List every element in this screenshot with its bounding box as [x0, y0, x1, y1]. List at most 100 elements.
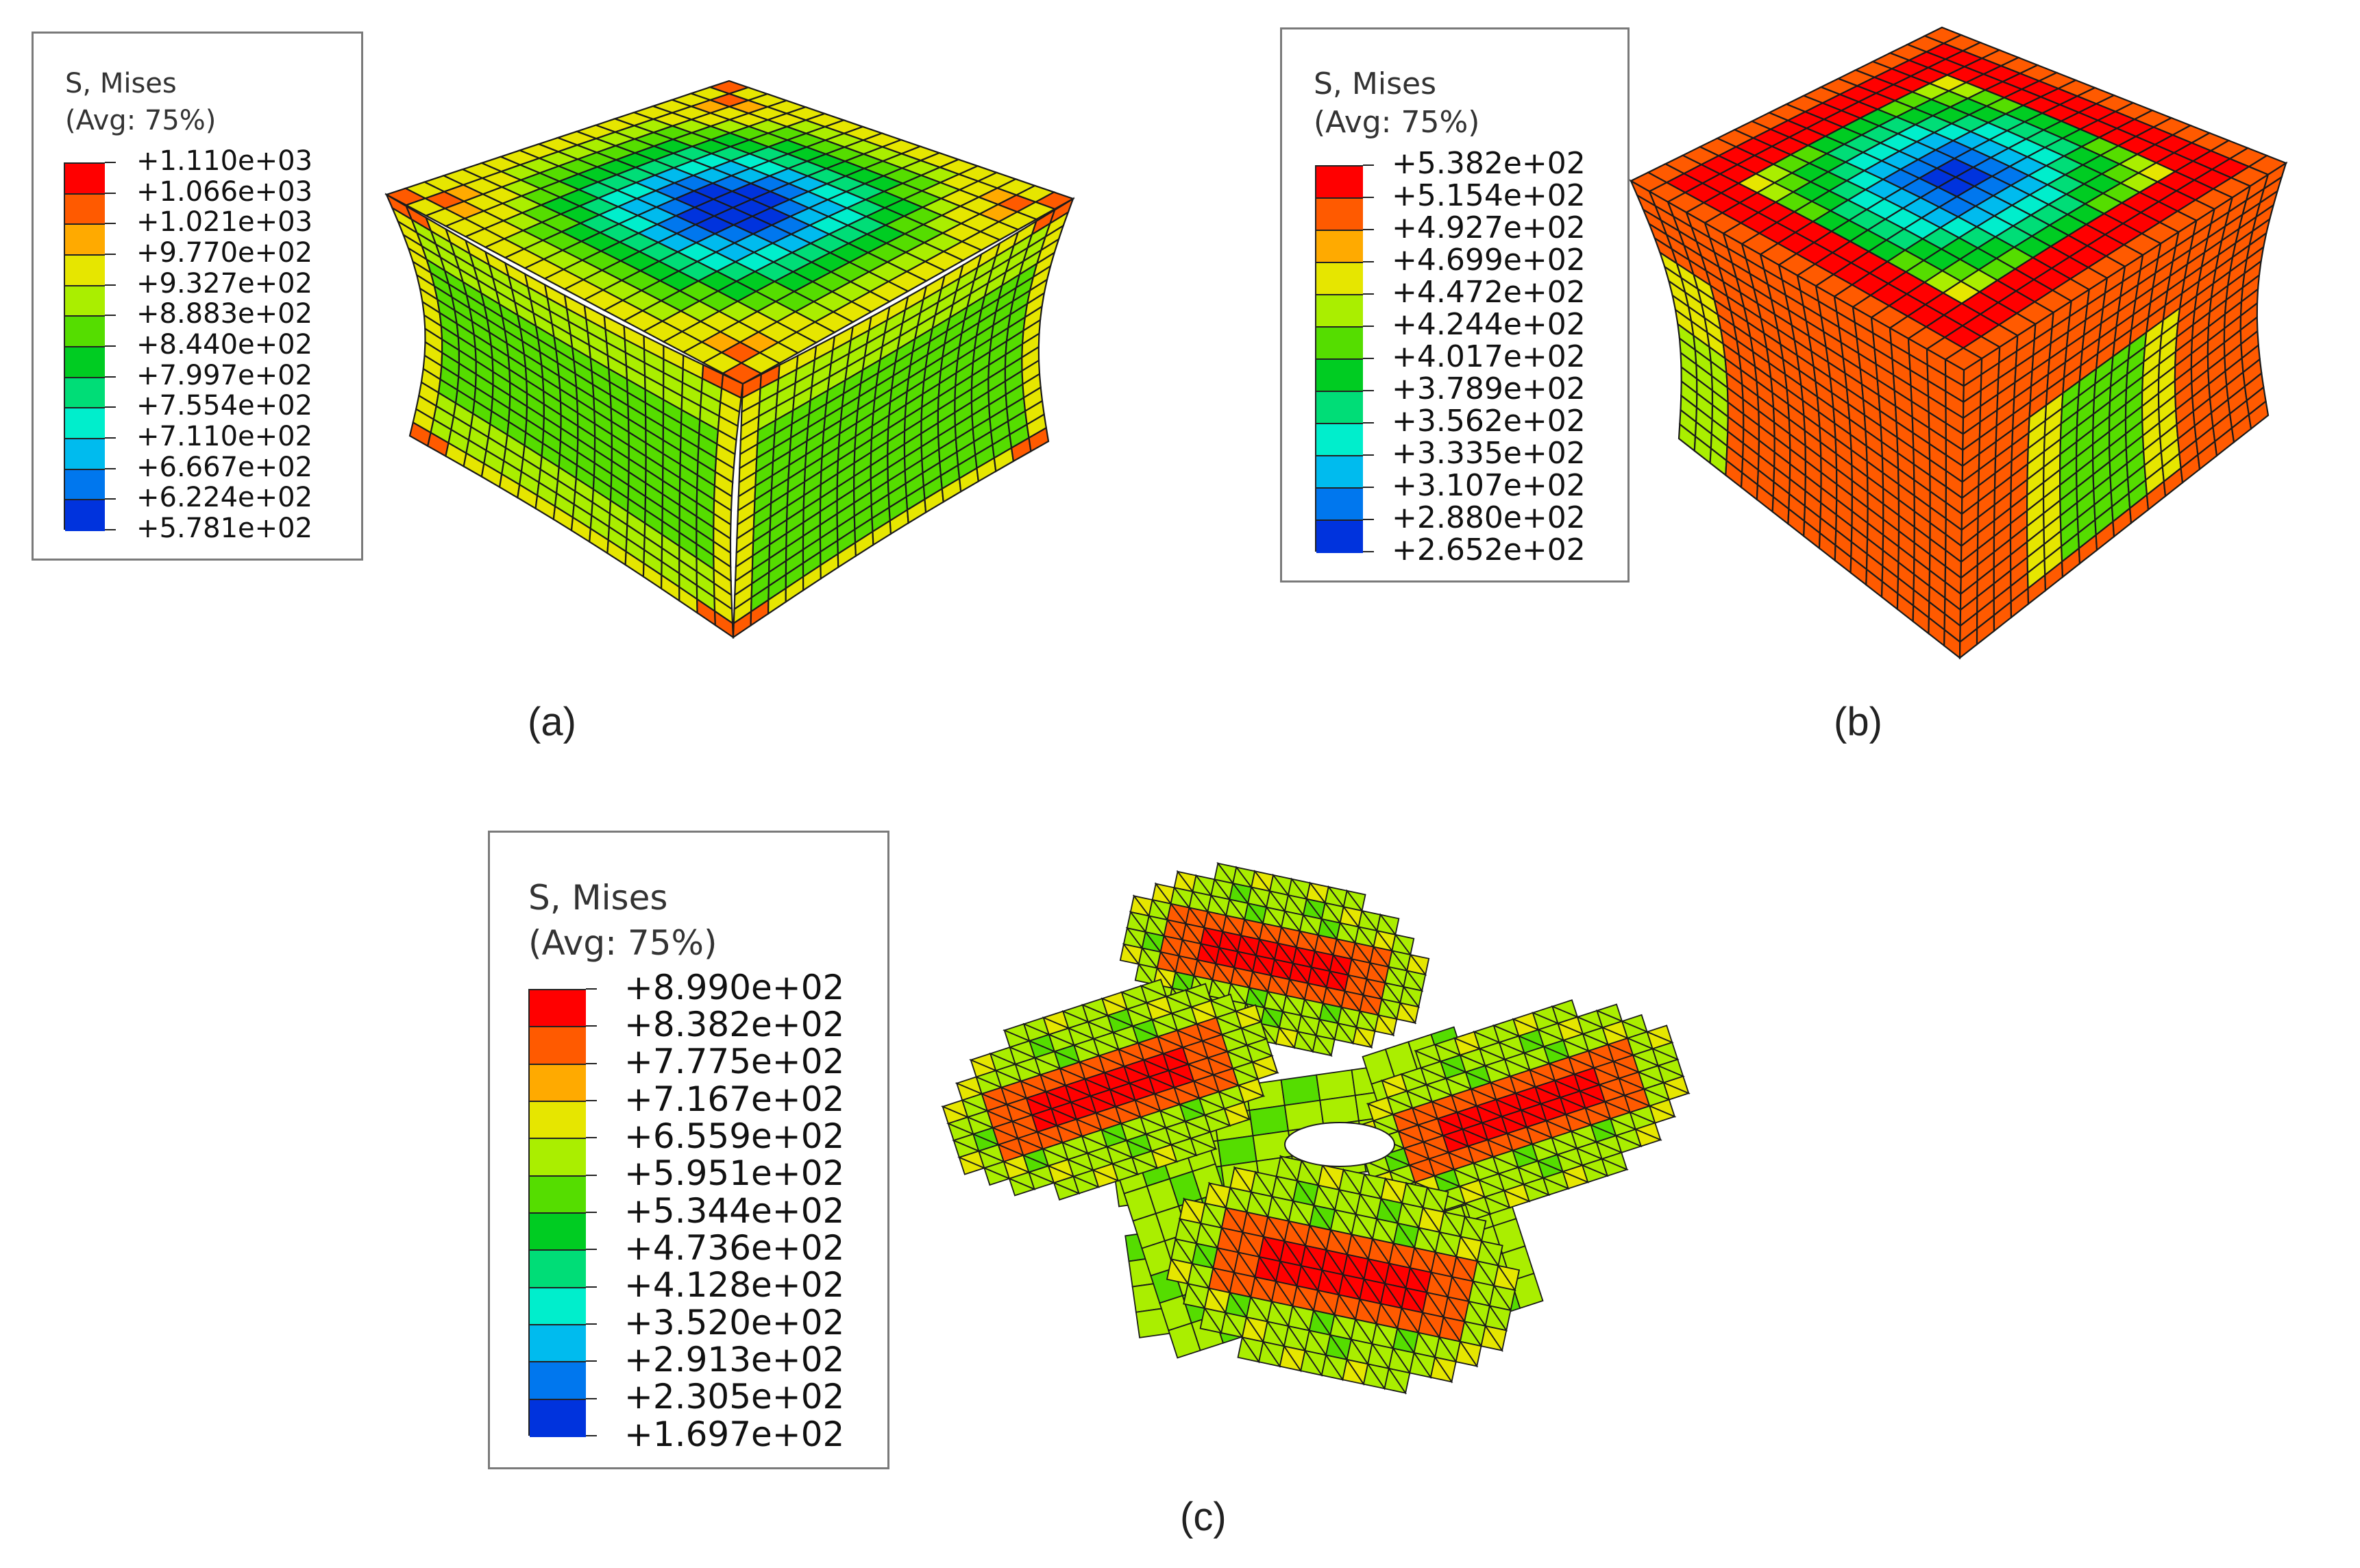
mesh-cube-b [1629, 26, 2288, 660]
mesh-element [1028, 426, 1050, 453]
legend-b-tick [1363, 454, 1374, 456]
legend-b-tick [1363, 551, 1374, 552]
legend-a-tick [105, 376, 116, 378]
caption-b: (b) [1834, 700, 1882, 744]
legend-b-value-label: +4.017e+02 [1392, 339, 1586, 374]
legend-c-band [530, 1325, 586, 1363]
mesh-element [1362, 1362, 1386, 1390]
legend-a-band [65, 194, 105, 225]
legend-b-value-label: +4.244e+02 [1392, 306, 1586, 342]
legend-c-colorbar [528, 989, 586, 1437]
legend-c-band [530, 1176, 586, 1214]
mesh-element [1251, 1061, 1279, 1080]
mesh-element [1199, 1306, 1223, 1334]
legend-c-tick [586, 1323, 597, 1325]
legend-c-band [530, 990, 586, 1028]
legend-a-value-label: +8.440e+02 [136, 329, 313, 360]
legend-a-subtitle: (Avg: 75%) [65, 105, 217, 136]
legend-b-value-label: +2.880e+02 [1392, 500, 1586, 535]
legend-c-band [530, 1288, 586, 1325]
legend-c-tick [586, 1286, 597, 1288]
legend-c-tick [586, 1025, 597, 1027]
legend-a-value-label: +9.327e+02 [136, 267, 313, 299]
legend-b-tick [1363, 197, 1374, 198]
cube-a-left-face [384, 193, 744, 639]
legend-c-tick [586, 1137, 597, 1139]
mesh-element [1131, 1156, 1159, 1175]
legend-c-band [530, 1064, 586, 1102]
mesh-element [1352, 1025, 1373, 1049]
legend-b-band [1316, 521, 1363, 553]
mesh-element [1542, 1177, 1571, 1196]
mesh-element [1581, 1164, 1610, 1184]
legend-b-subtitle: (Avg: 75%) [1314, 105, 1480, 140]
legend-a-tick [105, 315, 116, 317]
mesh-element [983, 1166, 1011, 1186]
legend-a-tick [105, 437, 116, 439]
legend-c-value-label: +8.382e+02 [624, 1004, 845, 1044]
mesh-element [1320, 1353, 1344, 1381]
legend-c-value-label: +1.697e+02 [624, 1414, 845, 1454]
mesh-element [1503, 1189, 1532, 1209]
legend-a-band [65, 500, 105, 531]
legend-b-band [1316, 167, 1363, 199]
lobe-bottom [1166, 1155, 1521, 1395]
mesh-element [1168, 1322, 1201, 1359]
legend-c-value-label: +8.990e+02 [624, 967, 845, 1007]
legend-a-value-label: +6.667e+02 [136, 451, 313, 483]
legend-b-tick [1363, 390, 1374, 391]
legend-b-tick [1363, 293, 1374, 295]
legend-b-band [1316, 456, 1363, 489]
mesh-element [1484, 1196, 1512, 1215]
legend-b-band [1316, 295, 1363, 328]
legend-b-tick [1363, 422, 1374, 424]
legend-a-colorbar [64, 162, 105, 531]
mesh-element [1008, 1177, 1037, 1197]
legend-b-tick [1363, 164, 1374, 166]
legend-c-tick [586, 1360, 597, 1362]
legend-a-tick [105, 192, 116, 194]
mesh-element [1374, 1014, 1395, 1036]
legend-c-tick [586, 1062, 597, 1064]
mesh-element [1409, 1351, 1432, 1379]
legend-b-band [1316, 263, 1363, 295]
mesh-element [1092, 1168, 1120, 1188]
legend-b-value-label: +3.562e+02 [1392, 403, 1586, 439]
legend-b: S, Mises (Avg: 75%) +5.382e+02 +5.154e+02… [1280, 27, 1630, 583]
lobe-right [1352, 999, 1691, 1221]
legend-c-band [530, 1251, 586, 1288]
legend-c-value-label: +4.736e+02 [624, 1227, 845, 1268]
mesh-element [1220, 1311, 1244, 1338]
mesh-element [1053, 1181, 1081, 1201]
legend-a-value-label: +9.770e+02 [136, 237, 313, 269]
legend-b-band [1316, 231, 1363, 263]
mesh-element [1293, 1030, 1314, 1053]
legend-b-value-label: +4.472e+02 [1392, 274, 1586, 310]
legend-c-band [530, 1362, 586, 1400]
legend-c-band [530, 1101, 586, 1140]
legend-a-band [65, 255, 105, 286]
legend-c-value-label: +7.167e+02 [624, 1079, 845, 1119]
legend-c-subtitle: (Avg: 75%) [528, 923, 717, 963]
legend-a-tick [105, 467, 116, 469]
mesh-element [1333, 1022, 1355, 1044]
legend-b-value-label: +3.107e+02 [1392, 467, 1586, 503]
legend-a-band [65, 317, 105, 347]
legend-a-title: S, Mises [65, 68, 177, 99]
legend-b-colorbar [1315, 165, 1363, 553]
legend-b-band [1316, 328, 1363, 360]
legend-c-value-label: +7.775e+02 [624, 1042, 845, 1082]
legend-c-value-label: +6.559e+02 [624, 1116, 845, 1156]
mesh-element [1662, 1081, 1691, 1101]
mesh-element [1183, 1282, 1206, 1310]
legend-b-tick [1363, 326, 1374, 327]
mesh-element [1312, 1033, 1333, 1057]
legend-a-band [65, 347, 105, 378]
cube-b-top-face [1629, 26, 2288, 371]
legend-c-tick [586, 1100, 597, 1101]
mesh-element [1027, 1171, 1056, 1190]
mesh-element [1072, 1175, 1101, 1195]
legend-b-tick [1363, 487, 1374, 488]
legend-c-value-label: +2.305e+02 [624, 1377, 845, 1417]
cube-a-right-face [732, 197, 1075, 639]
